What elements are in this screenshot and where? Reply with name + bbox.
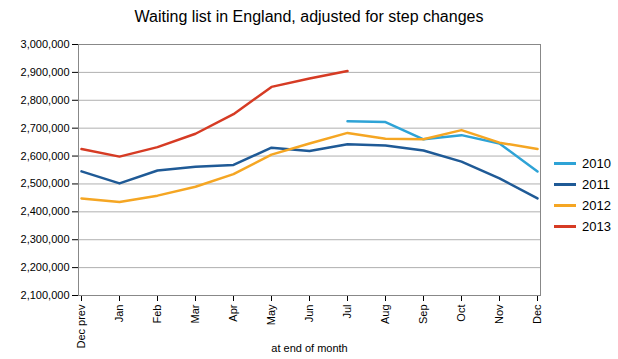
svg-text:Oct: Oct xyxy=(455,305,467,322)
svg-text:May: May xyxy=(265,304,277,325)
html-text:2012: 2012 xyxy=(582,197,611,213)
svg-text:2,800,000: 2,800,000 xyxy=(21,94,70,106)
svg-text:Feb: Feb xyxy=(151,305,163,324)
svg-text:Sep: Sep xyxy=(417,305,429,325)
svg-text:Dec prev: Dec prev xyxy=(75,304,87,349)
svg-text:at end of month: at end of month xyxy=(271,342,347,354)
html-text:2011: 2011 xyxy=(582,176,610,192)
svg-text:2,500,000: 2,500,000 xyxy=(21,177,70,189)
svg-text:Jan: Jan xyxy=(113,305,125,323)
svg-text:2,700,000: 2,700,000 xyxy=(21,122,70,134)
svg-text:2,300,000: 2,300,000 xyxy=(21,233,70,245)
html-text:Waiting list in England, adjus: Waiting list in England, adjusted for st… xyxy=(134,8,484,25)
svg-text:2,400,000: 2,400,000 xyxy=(21,205,70,217)
svg-text:Dec: Dec xyxy=(531,304,543,324)
svg-text:Nov: Nov xyxy=(493,304,505,324)
svg-text:Jun: Jun xyxy=(303,305,315,323)
svg-text:Jul: Jul xyxy=(341,305,353,319)
html-text:2013: 2013 xyxy=(582,218,611,234)
html-text:2010: 2010 xyxy=(582,155,611,171)
svg-text:Aug: Aug xyxy=(379,305,391,325)
svg-text:2,900,000: 2,900,000 xyxy=(21,66,70,78)
svg-text:2,200,000: 2,200,000 xyxy=(21,261,70,273)
svg-text:3,000,000: 3,000,000 xyxy=(21,38,70,50)
svg-text:Apr: Apr xyxy=(227,304,239,321)
svg-text:Mar: Mar xyxy=(189,304,201,323)
svg-text:2,100,000: 2,100,000 xyxy=(21,289,70,301)
svg-text:2,600,000: 2,600,000 xyxy=(21,150,70,162)
